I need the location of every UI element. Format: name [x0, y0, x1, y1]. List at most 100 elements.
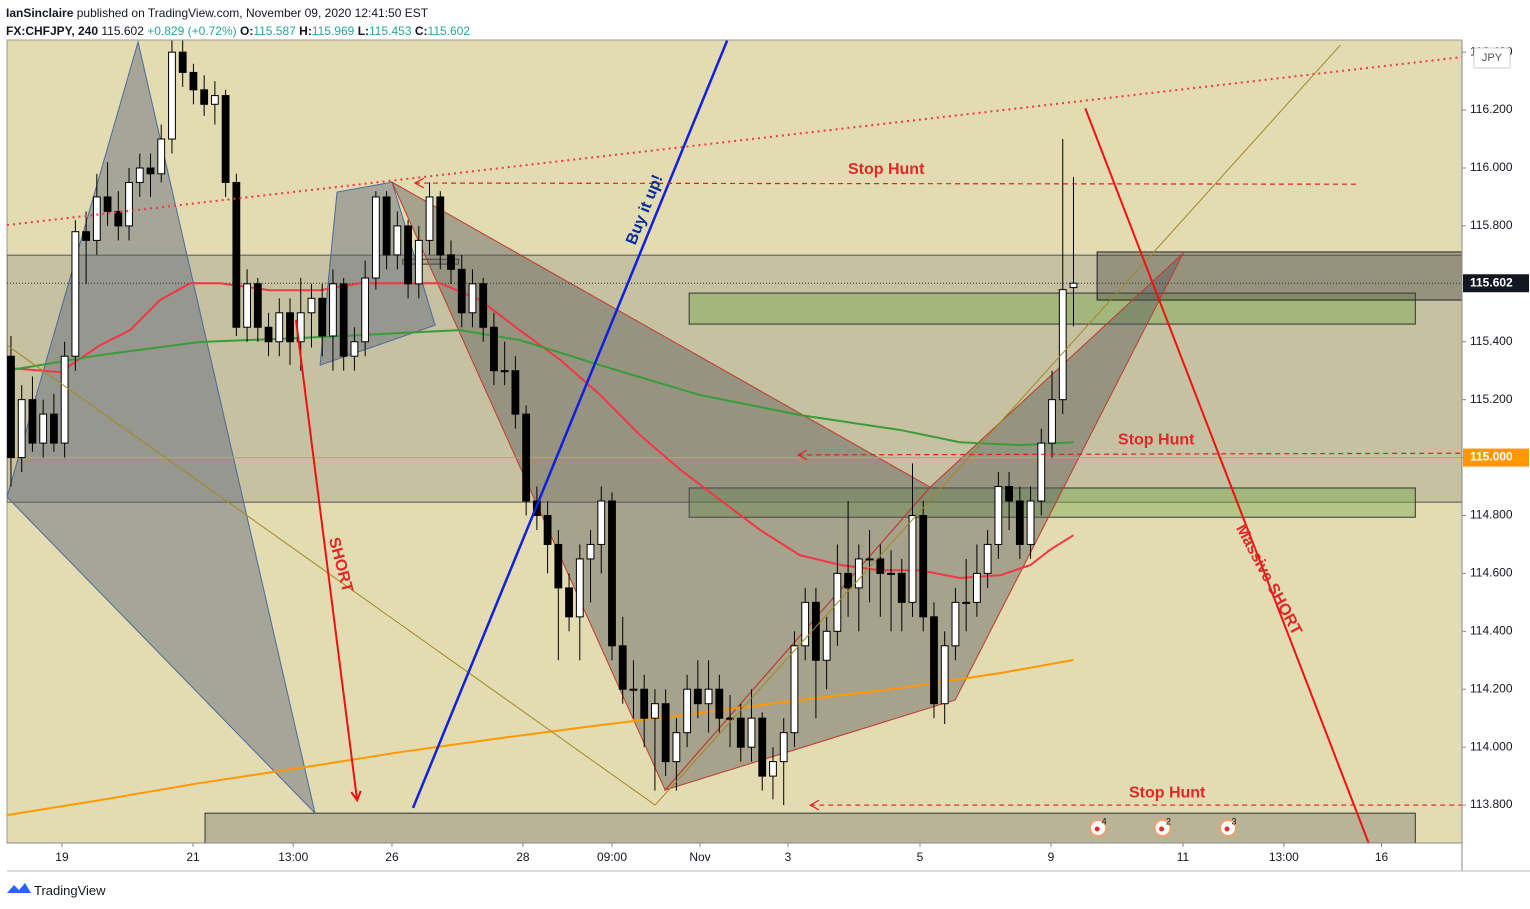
header-line1: IanSinclaire published on TradingView.co…: [6, 4, 470, 22]
event-dot: [1224, 826, 1230, 832]
candle-body: [189, 71, 198, 91]
event-dot: [1159, 826, 1165, 832]
candle-body: [339, 283, 348, 357]
candle-body: [940, 645, 949, 705]
x-tick-label: 19: [55, 850, 69, 864]
candle-body: [479, 283, 488, 328]
candle-body: [60, 355, 69, 444]
candle-body: [919, 514, 928, 618]
candle-body: [382, 196, 391, 256]
candle-body: [7, 355, 15, 459]
change: +0.829 (+0.72%): [147, 24, 237, 38]
trend-line: [798, 452, 1462, 456]
candle-body: [17, 399, 26, 459]
price-label: 115.000: [1470, 450, 1513, 464]
y-tick-label: 114.600: [1470, 566, 1513, 580]
event-count: 2: [1166, 816, 1171, 826]
logo: [7, 883, 31, 893]
candle-body: [200, 89, 209, 105]
trend-line: [654, 44, 1341, 806]
y-tick-label: 115.400: [1470, 334, 1513, 348]
x-tick-label: 5: [917, 850, 924, 864]
currency-box: [1473, 47, 1511, 69]
annotation: Stop Hunt: [848, 161, 925, 178]
candle-body: [253, 283, 262, 328]
candle-body: [661, 703, 670, 763]
price-label-box: [1463, 448, 1529, 467]
candle-body: [168, 51, 176, 140]
candle-body: [608, 500, 616, 647]
x-tick-label: 26: [385, 850, 399, 864]
candle-body: [457, 268, 466, 314]
candle-body: [651, 703, 659, 719]
candle-body: [693, 688, 702, 705]
candle-body: [683, 688, 692, 734]
currency: JPY: [1482, 52, 1503, 64]
logo-icon: [7, 883, 31, 893]
candle-body: [414, 239, 423, 285]
candle-body: [92, 196, 101, 241]
trend-line: [7, 344, 656, 806]
candle-body: [125, 181, 133, 227]
header-line2: FX:CHFJPY, 240 115.602 +0.829 (+0.72%) O…: [6, 22, 470, 40]
candle-body: [951, 601, 960, 647]
x-tick-label: 28: [516, 850, 530, 864]
candle-body: [972, 572, 981, 603]
c-value: 115.602: [427, 24, 471, 38]
candle-body: [39, 413, 48, 444]
candle-body: [286, 312, 294, 343]
candle-body: [629, 688, 638, 691]
candle-body: [232, 181, 241, 328]
x-tick-label: 9: [1048, 850, 1055, 864]
candle-body: [307, 297, 316, 314]
candle-body: [393, 225, 402, 256]
annotation: Stop Hunt: [1118, 431, 1195, 448]
candle-body: [243, 283, 251, 328]
zone: [688, 292, 1416, 325]
annotation: Stop Hunt: [1129, 784, 1206, 801]
event-count: 4: [1102, 816, 1107, 826]
candle-body: [221, 95, 230, 183]
candle-body: [50, 413, 58, 444]
brand: TradingView: [34, 883, 106, 898]
candle-body: [597, 500, 606, 545]
moving-average: [9, 282, 1075, 580]
candle-body: [157, 138, 166, 175]
candle-body: [1069, 282, 1078, 289]
trend-line: [7, 56, 1462, 227]
candle-body: [71, 231, 80, 357]
candle-body: [586, 543, 595, 560]
candle-body: [769, 761, 777, 777]
publish-info: published on TradingView.com, November 0…: [76, 6, 429, 20]
candle-body: [790, 645, 799, 734]
last-price: 115.602: [101, 24, 144, 38]
arrow-head: [413, 177, 425, 189]
x-tick-label: 21: [186, 850, 200, 864]
candle-body: [897, 572, 906, 603]
arrow-head: [796, 449, 808, 461]
candle-body: [1026, 500, 1035, 545]
x-tick-label: 13:00: [278, 850, 308, 864]
candle-body: [329, 283, 337, 337]
candle-body: [887, 572, 895, 575]
candle-body: [543, 514, 552, 545]
candle-body: [930, 616, 938, 705]
candle-body: [758, 717, 767, 777]
candle-body: [1037, 442, 1046, 502]
trend-line: [415, 182, 1361, 185]
candle-body: [468, 283, 477, 314]
trend-line: [295, 319, 359, 801]
y-tick-label: 114.000: [1470, 739, 1513, 753]
moving-average: [9, 329, 1074, 447]
x-tick-label: 09:00: [597, 850, 627, 864]
candle-body: [135, 167, 144, 183]
candle-body: [436, 196, 445, 256]
x-tick-label: 11: [1177, 850, 1190, 864]
candle-body: [264, 326, 273, 343]
arrow-head: [808, 799, 820, 811]
candle-body: [28, 399, 37, 444]
price-label-box: [1463, 274, 1529, 293]
